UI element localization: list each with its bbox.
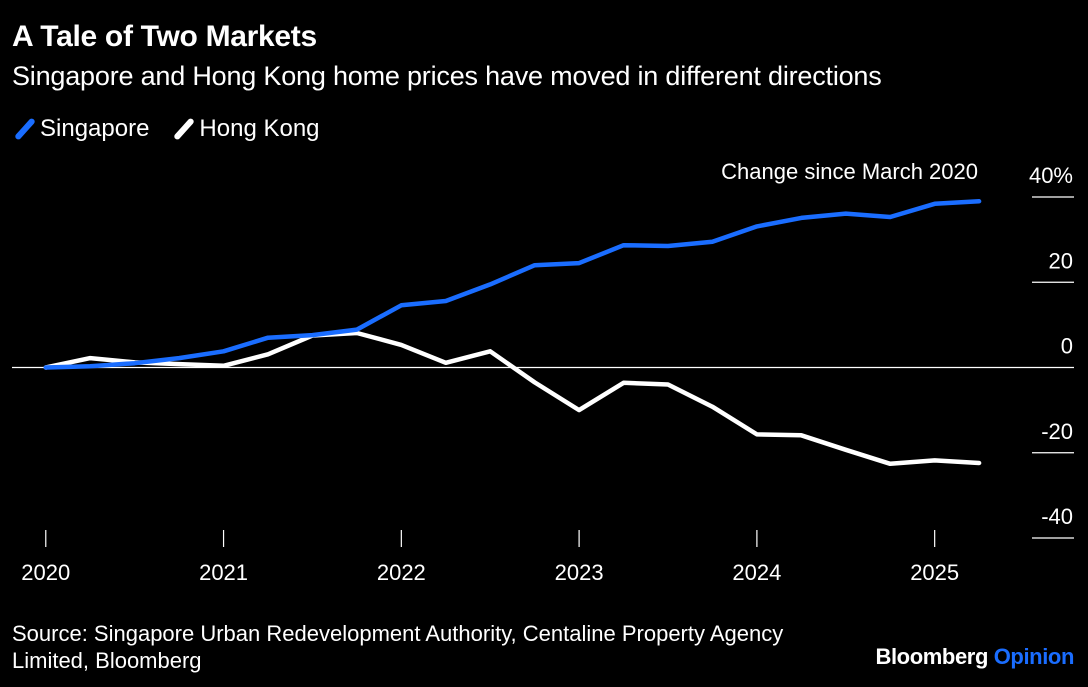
y-tick-label: -20	[1041, 419, 1073, 444]
y-tick-label: -40	[1041, 504, 1073, 529]
x-tick-label: 2025	[910, 560, 959, 585]
x-tick-label: 2022	[377, 560, 426, 585]
x-tick-label: 2021	[199, 560, 248, 585]
y-tick-label: 0	[1061, 334, 1073, 359]
legend-item-singapore: Singapore	[12, 115, 149, 143]
brand-main: Bloomberg	[875, 644, 988, 669]
series-line-singapore	[43, 199, 982, 370]
series-line-hong-kong	[43, 330, 982, 467]
chart-subtitle: Singapore and Hong Kong home prices have…	[12, 61, 882, 91]
legend-label-singapore: Singapore	[40, 115, 150, 142]
legend: Singapore Hong Kong	[12, 115, 342, 143]
x-tick-label: 2020	[21, 560, 70, 585]
chart-annotation: Change since March 2020	[721, 159, 978, 184]
chart-title: A Tale of Two Markets	[12, 20, 317, 53]
x-tick-label: 2023	[555, 560, 604, 585]
x-tick-label: 2024	[732, 560, 781, 585]
y-tick-label: 40%	[1029, 163, 1073, 188]
source-note: Source: Singapore Urban Redevelopment Au…	[12, 621, 784, 673]
bloomberg-opinion-logo: Bloomberg Opinion	[875, 644, 1074, 670]
legend-item-hong-kong: Hong Kong	[171, 115, 320, 143]
brand-sub: Opinion	[993, 644, 1075, 669]
y-tick-label: 20	[1049, 248, 1073, 273]
legend-label-hong-kong: Hong Kong	[199, 115, 320, 142]
